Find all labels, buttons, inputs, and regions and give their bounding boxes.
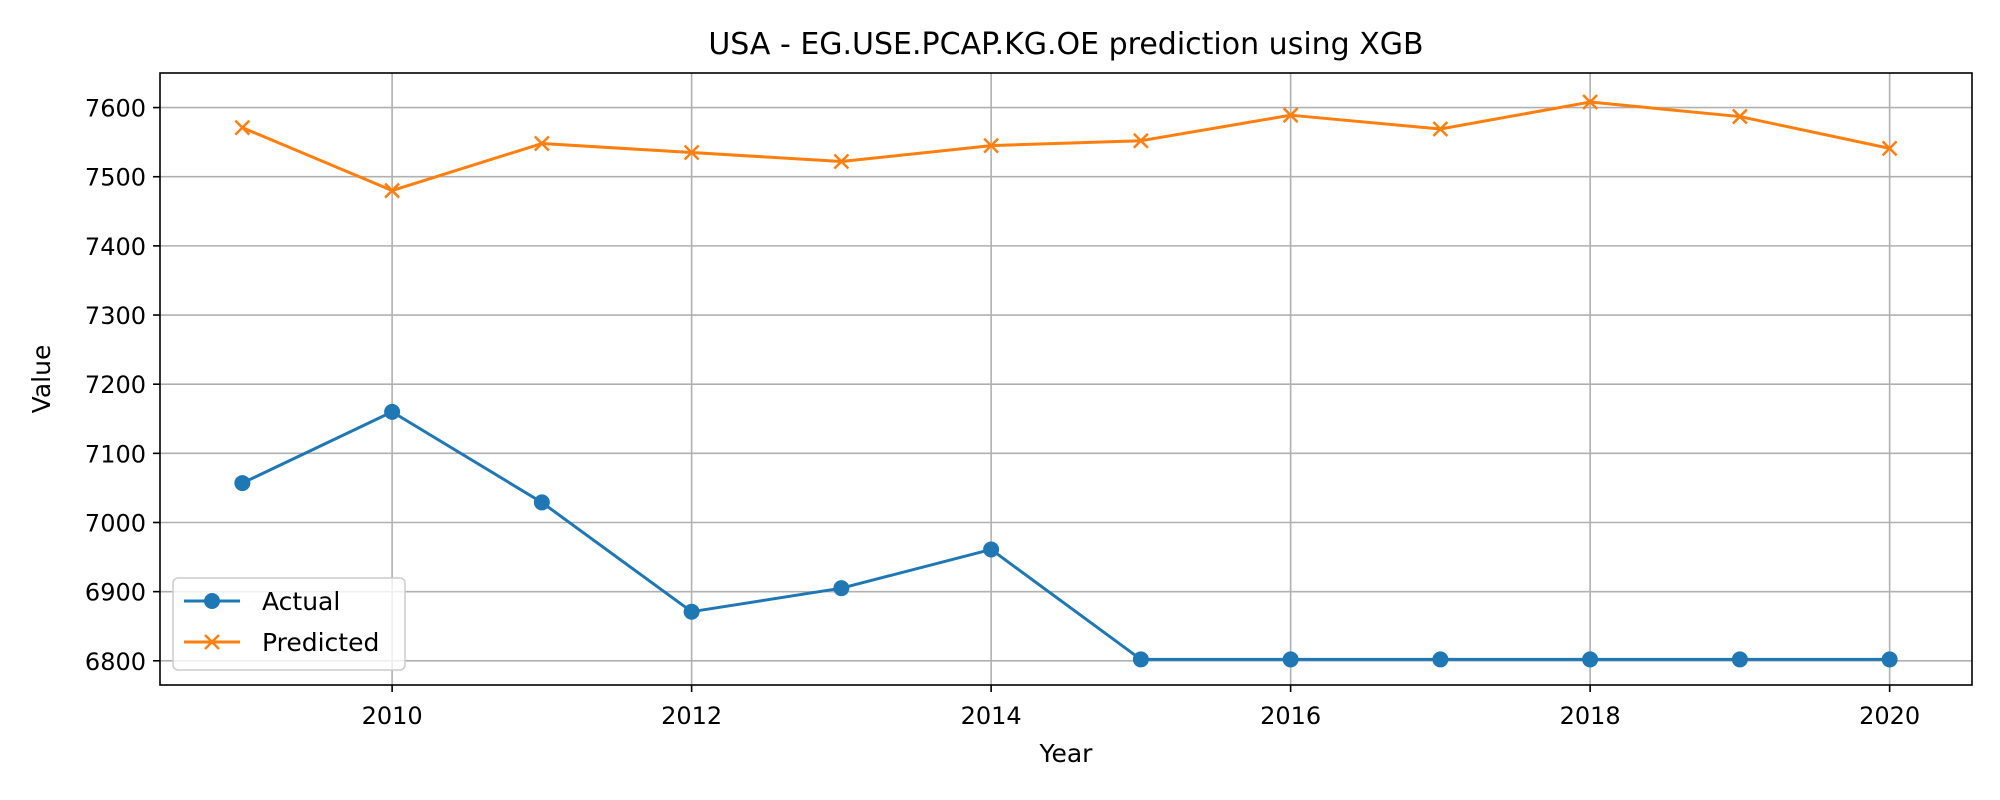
data-point-actual [384, 403, 401, 420]
data-point-predicted [1282, 107, 1299, 124]
chart-title: USA - EG.USE.PCAP.KG.OE prediction using… [708, 27, 1423, 62]
data-point-actual [1881, 651, 1898, 668]
x-tick-label: 2010 [362, 702, 423, 730]
data-point-actual [234, 475, 251, 492]
y-axis-ticks: 6800 6900 7000 7100 7200 7300 7400 7500 7600 [85, 95, 160, 676]
data-point-actual [683, 603, 700, 620]
data-point-predicted [533, 135, 550, 152]
data-point-predicted [833, 153, 850, 170]
data-point-actual [1731, 651, 1748, 668]
legend-marker-predicted [204, 634, 220, 650]
x-axis-ticks: 2010 2012 2014 2016 2018 2020 [362, 685, 1920, 730]
y-tick-label: 7500 [85, 164, 146, 192]
data-point-predicted [1582, 94, 1599, 110]
x-tick-label: 2018 [1560, 702, 1621, 730]
y-axis-label: Value [27, 345, 56, 414]
x-tick-label: 2012 [661, 702, 722, 730]
legend: Actual Predicted [172, 577, 406, 671]
data-point-predicted [1881, 140, 1898, 157]
data-point-predicted [1732, 108, 1748, 125]
data-point-actual [533, 494, 550, 511]
data-point-predicted [1432, 121, 1449, 137]
data-point-predicted [983, 137, 1000, 154]
y-tick-label: 6800 [85, 648, 146, 676]
series-actual [234, 403, 1898, 668]
x-tick-label: 2020 [1859, 702, 1920, 730]
data-point-predicted [683, 144, 700, 161]
data-point-predicted [1132, 132, 1149, 149]
data-point-predicted [234, 119, 251, 136]
legend-label-actual: Actual [262, 587, 340, 616]
data-point-actual [1132, 651, 1149, 668]
legend-label-predicted: Predicted [262, 628, 379, 657]
y-tick-label: 7300 [85, 302, 146, 330]
series-predicted [234, 94, 1898, 199]
y-tick-label: 6900 [85, 579, 146, 607]
data-point-actual [1282, 651, 1299, 668]
y-tick-label: 7100 [85, 440, 146, 468]
grid-lines [160, 73, 1972, 685]
data-point-actual [1432, 651, 1449, 668]
x-tick-label: 2016 [1260, 702, 1321, 730]
x-axis-label: Year [1039, 739, 1094, 768]
data-point-actual [983, 541, 1000, 558]
series-line-actual [241, 410, 1890, 661]
series-line-predicted [241, 100, 1890, 193]
y-tick-label: 7400 [85, 233, 146, 261]
data-point-actual [833, 580, 850, 597]
x-tick-label: 2014 [961, 702, 1022, 730]
series-layer [234, 94, 1898, 668]
y-tick-label: 7200 [85, 371, 146, 399]
legend-marker-actual [204, 593, 220, 609]
plot-frame [159, 72, 1973, 686]
y-tick-label: 7000 [85, 509, 146, 537]
y-tick-label: 7600 [85, 95, 146, 123]
data-point-predicted [384, 182, 400, 199]
data-point-actual [1582, 651, 1599, 668]
